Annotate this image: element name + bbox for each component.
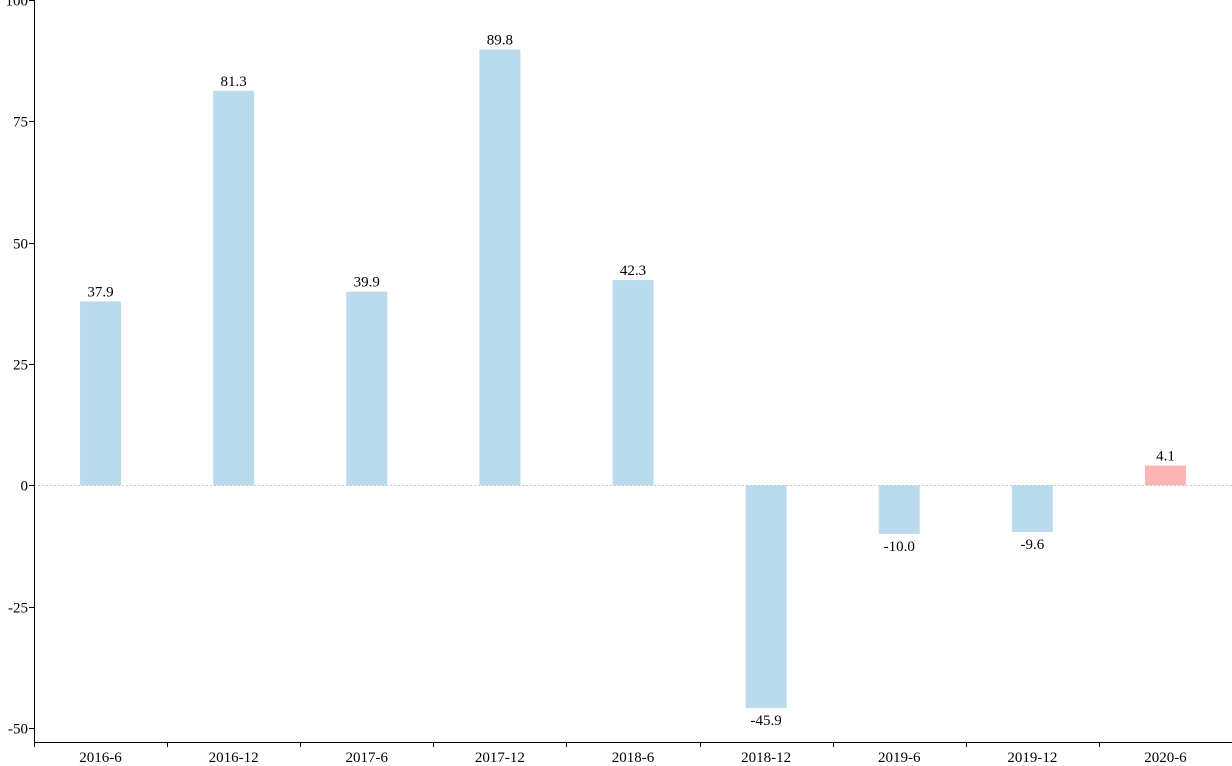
x-tick-label: 2020-6 — [1144, 750, 1187, 766]
y-axis-ticks: 100 75 50 25 0 -25 -50 — [6, 0, 34, 738]
data-label-2018-12: -45.9 — [750, 713, 781, 729]
bar-2017-12 — [479, 49, 521, 486]
y-tick-label: 75 — [13, 115, 28, 131]
bar-2018-6 — [612, 280, 654, 486]
data-label-2017-12: 89.8 — [487, 33, 513, 49]
x-tick-label: 2016-12 — [209, 750, 259, 766]
y-tick-label: 50 — [13, 237, 28, 253]
bar-2016-6 — [80, 301, 122, 486]
bar-2020-6 — [1144, 465, 1186, 486]
y-tick-label: 100 — [6, 0, 29, 10]
bar-2016-12 — [213, 90, 255, 486]
data-label-2016-6: 37.9 — [87, 284, 113, 300]
x-tick-label: 2017-6 — [346, 750, 389, 766]
bar-2019-12 — [1011, 485, 1053, 532]
x-tick-label: 2016-6 — [79, 750, 122, 766]
x-axis-ticks: 2016-6 2016-12 2017-6 2017-12 2018-6 2018-12 2… — [34, 742, 1187, 766]
data-label-2019-12: -9.6 — [1020, 537, 1044, 553]
bar-2018-12 — [745, 485, 787, 709]
y-tick-label: -25 — [8, 601, 28, 617]
data-label-2020-6: 4.1 — [1156, 448, 1175, 464]
x-tick-label: 2017-12 — [475, 750, 525, 766]
bar-2019-6 — [878, 485, 920, 534]
bar-2017-6 — [346, 291, 388, 486]
y-tick-label: 25 — [13, 358, 28, 374]
y-tick-label: 0 — [21, 479, 29, 495]
y-tick-label: -50 — [8, 722, 28, 738]
data-labels: 37.9 81.3 39.9 89.8 42.3 -45.9 -10.0 -9.6 4.1 — [87, 33, 1174, 730]
x-tick-label: 2018-12 — [741, 750, 791, 766]
data-label-2019-6: -10.0 — [884, 539, 915, 555]
bars — [80, 49, 1186, 709]
x-tick-label: 2019-6 — [878, 750, 921, 766]
data-label-2018-6: 42.3 — [620, 263, 646, 279]
x-tick-label: 2018-6 — [612, 750, 655, 766]
x-tick-label: 2019-12 — [1007, 750, 1057, 766]
data-label-2017-6: 39.9 — [354, 275, 380, 291]
data-label-2016-12: 81.3 — [221, 74, 247, 90]
